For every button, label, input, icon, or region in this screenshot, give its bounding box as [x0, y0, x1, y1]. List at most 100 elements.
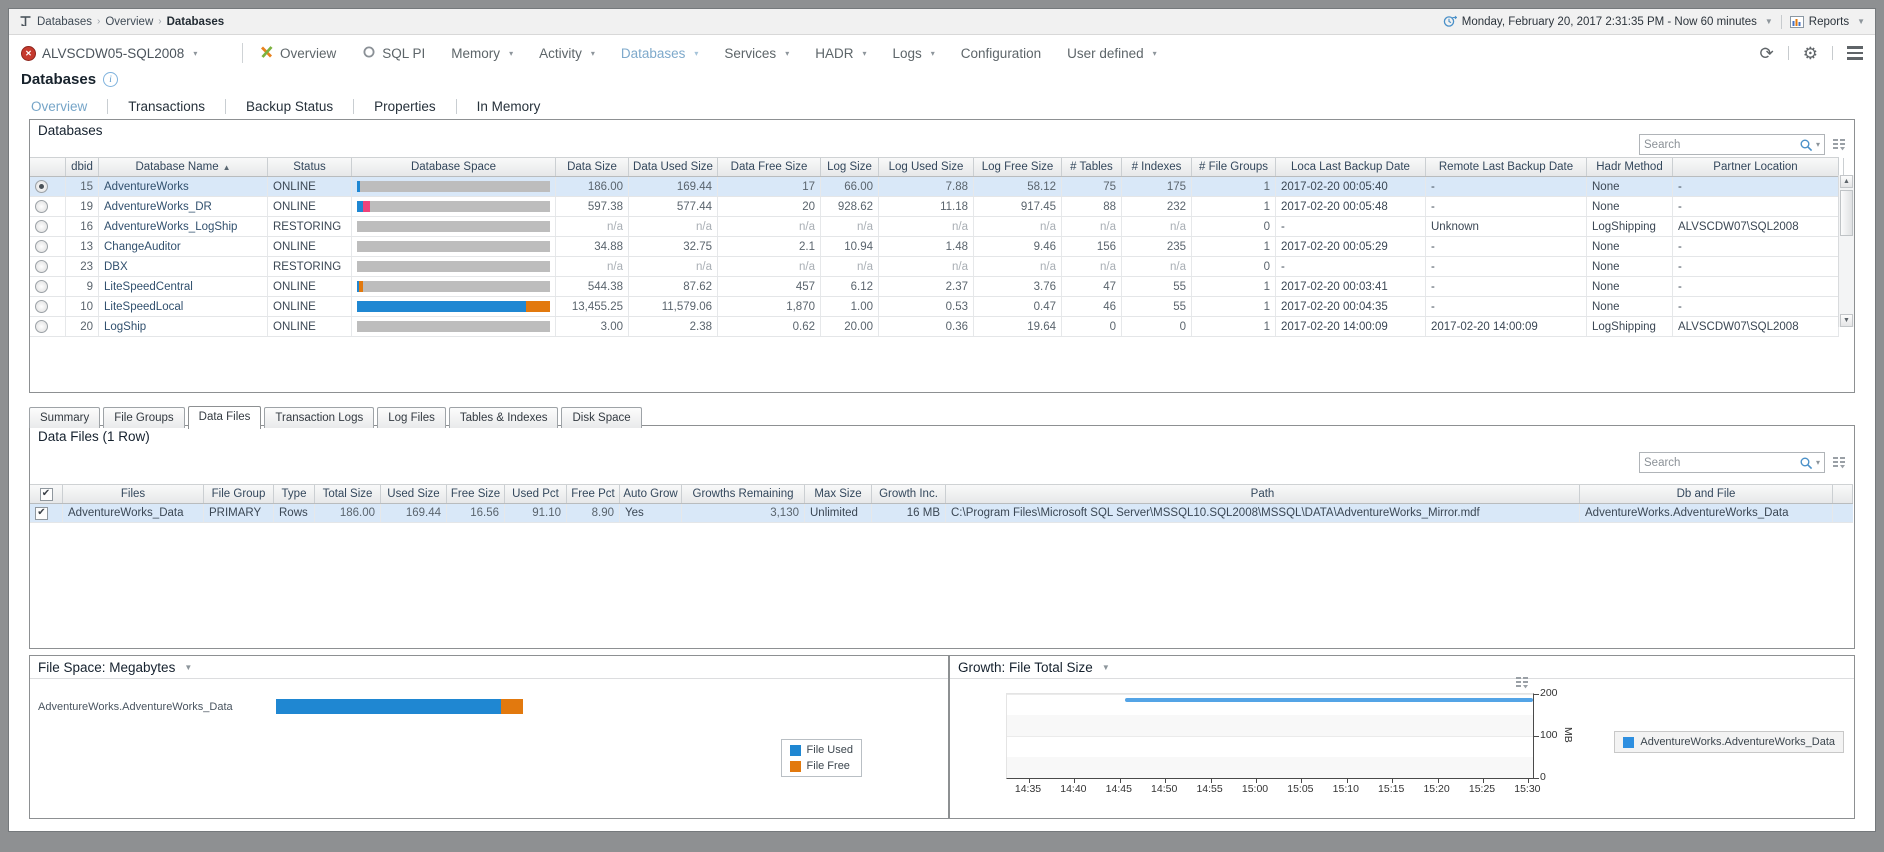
column-header-free-pct[interactable]: Free Pct: [567, 485, 620, 503]
checkbox[interactable]: ✔: [39, 487, 53, 501]
column-header-path[interactable]: Path: [946, 485, 1580, 503]
nav-item-hadr[interactable]: HADR ▾: [815, 46, 866, 61]
row-radio[interactable]: [35, 180, 48, 193]
chevron-down-icon[interactable]: ▼: [184, 662, 193, 672]
table-row[interactable]: 19 AdventureWorks_DR ONLINE 597.38 577.44 20 9…: [30, 197, 1839, 217]
breadcrumb-item-databases[interactable]: Databases: [37, 15, 92, 28]
column-header-max-size[interactable]: Max Size: [805, 485, 872, 503]
table-row[interactable]: 16 AdventureWorks_LogShip RESTORING n/a n/a n…: [30, 217, 1839, 237]
nav-item-services[interactable]: Services ▾: [724, 46, 789, 61]
column-header-log-size[interactable]: Log Size: [821, 158, 879, 176]
column-header-database-name[interactable]: Database Name ▲: [99, 158, 268, 176]
column-header-data-used-size[interactable]: Data Used Size: [629, 158, 718, 176]
column-header-auto-grow[interactable]: Auto Grow: [620, 485, 682, 503]
tab-backup-status[interactable]: Backup Status: [246, 99, 334, 114]
menu-button[interactable]: [1847, 46, 1863, 60]
subtab-data-files[interactable]: Data Files: [187, 406, 262, 429]
server-selector[interactable]: ✕ ALVSCDW05-SQL2008 ▾: [21, 45, 226, 61]
nav-item-configuration[interactable]: Configuration: [961, 46, 1041, 61]
search-icon[interactable]: [1799, 138, 1813, 152]
breadcrumb-item-overview[interactable]: Overview: [105, 15, 154, 28]
column-header-growth-inc-[interactable]: Growth Inc.: [872, 485, 946, 503]
row-radio[interactable]: [35, 280, 48, 293]
subtab-disk-space[interactable]: Disk Space: [561, 407, 642, 428]
row-radio[interactable]: [35, 220, 48, 233]
column-header-status[interactable]: Status: [268, 158, 352, 176]
info-icon[interactable]: i: [103, 72, 119, 87]
table-row[interactable]: 13 ChangeAuditor ONLINE 34.88 32.75 2.1 10.94 1…: [30, 237, 1839, 257]
column-header-partner-location[interactable]: Partner Location: [1673, 158, 1839, 176]
column-header-log-free-size[interactable]: Log Free Size: [974, 158, 1062, 176]
column-header-data-free-size[interactable]: Data Free Size: [718, 158, 821, 176]
subtab-file-groups[interactable]: File Groups: [103, 407, 185, 428]
subtab-summary[interactable]: Summary: [29, 407, 101, 428]
column-header-db-and-file[interactable]: Db and File: [1580, 485, 1833, 503]
row-radio[interactable]: [35, 320, 48, 333]
nav-item-overview[interactable]: Overview: [259, 45, 336, 62]
column-header-hadr-method[interactable]: Hadr Method: [1587, 158, 1673, 176]
scroll-up-icon[interactable]: ▲: [1840, 175, 1853, 188]
table-row[interactable]: ✔ AdventureWorks_Data PRIMARY Rows 186.00 169…: [30, 504, 1853, 523]
table-row[interactable]: 9 LiteSpeedCentral ONLINE 544.38 87.62 457 6.1…: [30, 277, 1839, 297]
column-header-remote-last-backup-date[interactable]: Remote Last Backup Date: [1426, 158, 1587, 176]
scroll-down-icon[interactable]: ▼: [1840, 314, 1853, 327]
nav-item-databases[interactable]: Databases ▾: [621, 46, 699, 61]
nav-item-memory[interactable]: Memory ▾: [451, 46, 513, 61]
subtab-tables-indexes[interactable]: Tables & Indexes: [448, 407, 559, 428]
chart-options-icon[interactable]: [1516, 677, 1529, 689]
chevron-down-icon[interactable]: ▼: [1101, 662, 1110, 672]
column-header-free-size[interactable]: Free Size: [447, 485, 505, 503]
column-header-dbid[interactable]: dbid: [66, 158, 99, 176]
search-icon[interactable]: [1799, 456, 1813, 470]
column-chooser-icon[interactable]: [1833, 456, 1846, 469]
column-header-select[interactable]: ✔: [30, 485, 63, 503]
table-row[interactable]: 20 LogShip ONLINE 3.00 2.38 0.62 20.00 0.36 19.6…: [30, 317, 1839, 337]
column-header-select[interactable]: [30, 158, 66, 176]
chevron-down-icon[interactable]: ▾: [1815, 140, 1820, 149]
row-checkbox[interactable]: ✔: [35, 506, 48, 520]
table-row[interactable]: 23 DBX RESTORING n/a n/a n/a n/a n/a n/a n/a n/a 0-…: [30, 257, 1839, 277]
column-chooser-icon[interactable]: [1833, 138, 1846, 151]
time-range-selector[interactable]: Monday, February 20, 2017 2:31:35 PM - N…: [1443, 15, 1773, 28]
search-input[interactable]: [1640, 138, 1799, 151]
column-header--indexes[interactable]: # Indexes: [1122, 158, 1192, 176]
breadcrumb-item-databases[interactable]: Databases: [166, 15, 225, 28]
column-header-total-size[interactable]: Total Size: [315, 485, 381, 503]
nav-item-sql-pi[interactable]: SQL PI: [362, 45, 425, 62]
subtab-log-files[interactable]: Log Files: [377, 407, 446, 428]
nav-item-activity[interactable]: Activity ▾: [539, 46, 595, 61]
row-radio[interactable]: [35, 260, 48, 273]
column-header-used-pct[interactable]: Used Pct: [505, 485, 567, 503]
search-input[interactable]: [1640, 456, 1799, 469]
chevron-down-icon[interactable]: ▾: [1815, 458, 1820, 467]
column-header-growths-remaining[interactable]: Growths Remaining: [682, 485, 805, 503]
table-row[interactable]: 10 LiteSpeedLocal ONLINE 13,455.25 11,579.06…: [30, 297, 1839, 317]
column-header-files[interactable]: Files: [63, 485, 204, 503]
column-header-log-used-size[interactable]: Log Used Size: [879, 158, 974, 176]
column-header--tables[interactable]: # Tables: [1062, 158, 1122, 176]
row-radio[interactable]: [35, 240, 48, 253]
column-header--file-groups[interactable]: # File Groups: [1192, 158, 1276, 176]
tab-properties[interactable]: Properties: [374, 99, 436, 114]
scrollbar-thumb[interactable]: [1840, 190, 1853, 236]
stacked-bar[interactable]: [276, 699, 523, 714]
nav-item-logs[interactable]: Logs ▾: [892, 46, 934, 61]
column-header-loca-last-backup-date[interactable]: Loca Last Backup Date: [1276, 158, 1426, 176]
subtab-transaction-logs[interactable]: Transaction Logs: [264, 407, 375, 428]
tab-in-memory[interactable]: In Memory: [476, 99, 541, 114]
settings-gear-button[interactable]: ⚙: [1802, 43, 1818, 63]
tab-transactions[interactable]: Transactions: [128, 99, 206, 114]
column-header-database-space[interactable]: Database Space: [352, 158, 556, 176]
refresh-button[interactable]: ⟳: [1759, 43, 1774, 63]
nav-item-user-defined[interactable]: User defined ▾: [1067, 46, 1157, 61]
column-header-type[interactable]: Type: [274, 485, 315, 503]
column-header-data-size[interactable]: Data Size: [556, 158, 629, 176]
column-header-used-size[interactable]: Used Size: [381, 485, 447, 503]
table-scrollbar[interactable]: ▲ ▼: [1838, 175, 1854, 327]
reports-menu[interactable]: Reports ▼: [1789, 15, 1865, 28]
tab-overview[interactable]: Overview: [31, 99, 88, 114]
table-row[interactable]: 15 AdventureWorks ONLINE 186.00 169.44 17 66.0…: [30, 177, 1839, 197]
row-radio[interactable]: [35, 300, 48, 313]
column-header-file-group[interactable]: File Group: [204, 485, 274, 503]
row-radio[interactable]: [35, 200, 48, 213]
